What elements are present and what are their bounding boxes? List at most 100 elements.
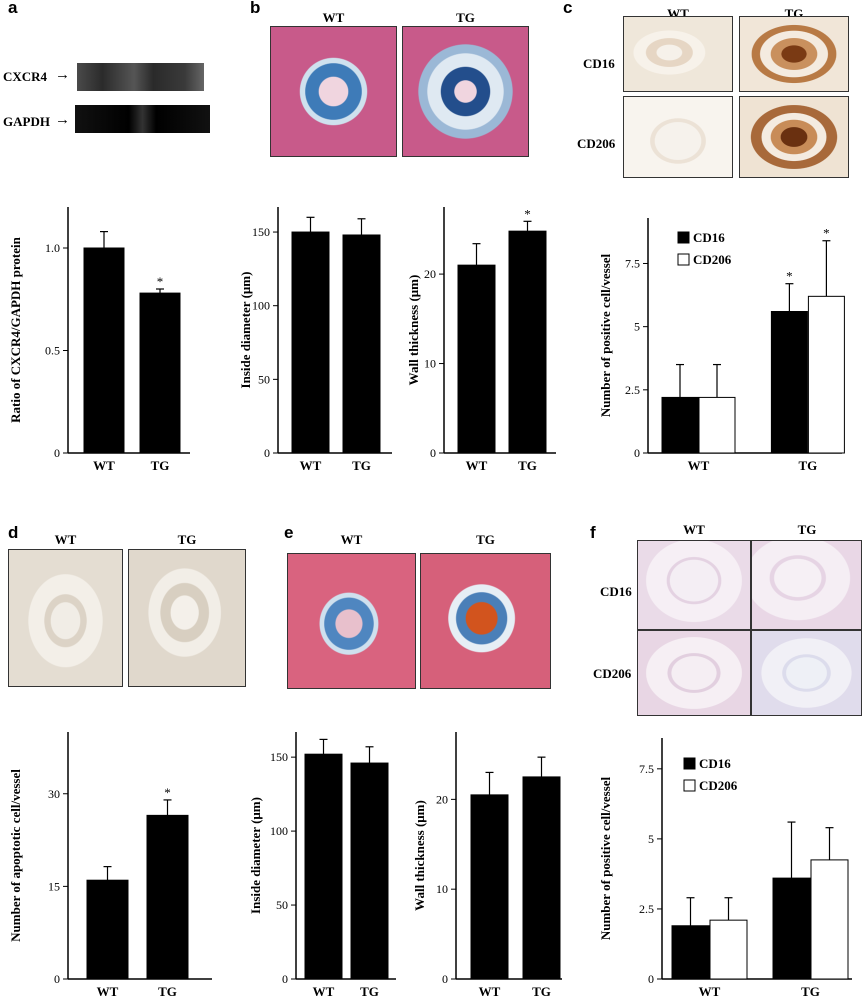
chart-c-positive-cells-bar-tg-cd16 [770, 310, 808, 454]
chart-b-wall-thickness-bar-tg [508, 230, 547, 454]
chart-b-wall-thickness-x-label-wt: WT [466, 458, 488, 473]
chart-c-positive-cells-bar-tg-cd206-significance: * [823, 226, 830, 241]
chart-b-inside-diameter-y-tick-label: 0 [264, 446, 270, 460]
blot-band-cxcr4 [77, 63, 204, 91]
chart-c-positive-cells-legend-swatch-cd206 [677, 253, 690, 266]
tunel-image-tg [128, 549, 246, 687]
panel-e-header-tg: TG [476, 532, 495, 547]
chart-a-bar-tg-significance: * [157, 274, 164, 289]
chart-a-x-label-wt: WT [93, 458, 115, 473]
ihc-image-f-wt-cd206 [637, 630, 751, 716]
chart-f-positive-cells-bar-wt-cd206 [709, 919, 748, 980]
chart-e-wall-thickness-y-tick-label: 20 [436, 792, 448, 806]
chart-e-inside-diameter-y-tick-label: 100 [270, 824, 288, 838]
panel-c-row-cd16: CD16 [583, 56, 615, 71]
panel-f-row-cd16: CD16 [600, 584, 632, 599]
chart-f-positive-cells-x-label-wt: WT [699, 984, 721, 996]
ihc-image-tg-cd16 [739, 16, 849, 92]
chart-e-inside-diameter-y-label: Inside diameter (μm) [248, 797, 263, 914]
chart-a-y-label: Ratio of CXCR4/GAPDH protein [8, 236, 23, 422]
chart-e-inside-diameter-bar-wt [304, 753, 343, 980]
chart-d-apoptotic-cells-y-label: Number of apoptotic cell/vessel [8, 769, 23, 942]
chart-f-positive-cells: 0 2.5 5 7.5 Number of positive cell/vessel WT… [598, 738, 852, 996]
chart-f-positive-cells-y-label: Number of positive cell/vessel [598, 776, 613, 940]
chart-b-inside-diameter-y-label: Inside diameter (μm) [238, 272, 253, 389]
panel-d-header-tg: TG [177, 532, 197, 547]
chart-e-wall-thickness-x-label-tg: TG [532, 984, 551, 996]
trichrome-image-wt [270, 26, 397, 157]
ihc-image-f-tg-cd206 [751, 630, 862, 716]
chart-b-inside-diameter-y-tick-label: 100 [252, 299, 270, 313]
chart-f-positive-cells-bar-tg-cd206 [810, 859, 849, 980]
chart-b-inside-diameter-y-tick-label: 50 [258, 372, 270, 386]
panel-c-row-cd206: CD206 [577, 136, 616, 151]
chart-c-positive-cells-bar-tg-cd206 [807, 295, 845, 454]
chart-b-wall-thickness-y-tick-label: 0 [430, 446, 436, 460]
trichrome-image-e-wt [287, 553, 416, 689]
chart-d-apoptotic-cells-x-label-tg: TG [158, 984, 177, 996]
chart-d-apoptotic-cells-x-label-wt: WT [97, 984, 119, 996]
chart-d-apoptotic-cells-bar-tg-significance: * [164, 785, 171, 800]
panel-f-label: f [590, 523, 596, 542]
chart-d-apoptotic-cells: 0 15 30 Number of apoptotic cell/vessel WT * T… [8, 732, 212, 996]
chart-c-positive-cells-x-label-tg: TG [799, 458, 818, 473]
chart-e-wall-thickness-bar-wt [470, 794, 509, 980]
chart-c-positive-cells-y-tick-label: 7.5 [625, 256, 640, 270]
chart-e-inside-diameter-y-tick-label: 150 [270, 750, 288, 764]
chart-e-inside-diameter-bar-tg [350, 762, 389, 980]
chart-c-positive-cells-y-tick-label: 0 [634, 446, 640, 460]
chart-e-wall-thickness-x-label-wt: WT [479, 984, 501, 996]
chart-b-wall-thickness-bar-wt [457, 264, 496, 454]
chart-f-positive-cells-bar-wt-cd16 [671, 925, 710, 980]
chart-d-apoptotic-cells-bar-wt [86, 879, 129, 980]
panel-d-header-wt: WT [54, 532, 77, 547]
chart-a-y-tick-label: 0 [54, 446, 60, 460]
western-blot: CXCR4 → GAPDH → [0, 55, 215, 145]
chart-b-inside-diameter-y-tick-label: 150 [252, 225, 270, 239]
chart-f-positive-cells-y-tick-label: 5 [648, 832, 654, 846]
chart-c-positive-cells-y-label: Number of positive cell/vessel [598, 253, 613, 417]
chart-d-apoptotic-cells-y-tick-label: 0 [54, 972, 60, 986]
chart-b-wall-thickness-y-label: Wall thickness (μm) [406, 275, 421, 386]
blot-band-gapdh [75, 105, 210, 133]
chart-c-positive-cells-bar-wt-cd16 [661, 396, 699, 454]
chart-c-positive-cells-y-tick-label: 5 [634, 320, 640, 334]
panel-a-label: a [8, 0, 18, 17]
blot-label-gapdh: GAPDH [3, 114, 50, 129]
chart-c-positive-cells-legend-label-cd16: CD16 [693, 230, 725, 245]
chart-f-positive-cells-y-tick-label: 7.5 [639, 762, 654, 776]
panel-d-label: d [8, 523, 19, 542]
chart-c-positive-cells-bar-tg-cd16-significance: * [786, 269, 793, 284]
chart-f-positive-cells-x-label-tg: TG [801, 984, 820, 996]
chart-d-apoptotic-cells-y-tick-label: 30 [48, 787, 60, 801]
ihc-image-wt-cd16 [623, 16, 733, 92]
chart-a-x-label-tg: TG [151, 458, 170, 473]
panel-f-row-cd206: CD206 [593, 666, 632, 681]
chart-e-wall-thickness-y-label: Wall thickness (μm) [412, 800, 427, 911]
panel-e-header-wt: WT [340, 532, 363, 547]
chart-e-inside-diameter-x-label-wt: WT [313, 984, 335, 996]
chart-f-positive-cells-legend-label-cd206: CD206 [699, 778, 738, 793]
panel-b-header-tg: TG [456, 10, 475, 25]
chart-a-bar-wt [83, 247, 125, 454]
chart-c-positive-cells: 0 2.5 5 7.5 Number of positive cell/vessel WT… [598, 218, 845, 473]
chart-f-positive-cells-y-tick-label: 0 [648, 972, 654, 986]
ihc-image-tg-cd206 [739, 96, 849, 178]
chart-a-y-tick-label: 0.5 [45, 344, 60, 358]
blot-arrow-cxcr4: → [55, 67, 70, 83]
ihc-image-f-wt-cd16 [637, 540, 751, 630]
blot-label-cxcr4: CXCR4 [3, 69, 48, 84]
panel-f-header-tg: TG [797, 522, 817, 537]
chart-e-wall-thickness-bar-tg [522, 776, 561, 980]
chart-a-bar-tg [139, 292, 181, 454]
ihc-image-f-tg-cd16 [751, 540, 862, 630]
chart-b-inside-diameter-x-label-wt: WT [300, 458, 322, 473]
chart-b-wall-thickness-y-tick-label: 20 [424, 267, 436, 281]
chart-e-inside-diameter: 0 50 100 150 Inside diameter (μm) WT TG [248, 732, 396, 996]
chart-c-positive-cells-bar-wt-cd206 [698, 396, 736, 454]
chart-b-wall-thickness-y-tick-label: 10 [424, 357, 436, 371]
chart-b-inside-diameter: 0 50 100 150 Inside diameter (μm) WT TG [238, 207, 392, 473]
panel-c-label: c [563, 0, 573, 17]
panel-e-label: e [284, 523, 294, 542]
